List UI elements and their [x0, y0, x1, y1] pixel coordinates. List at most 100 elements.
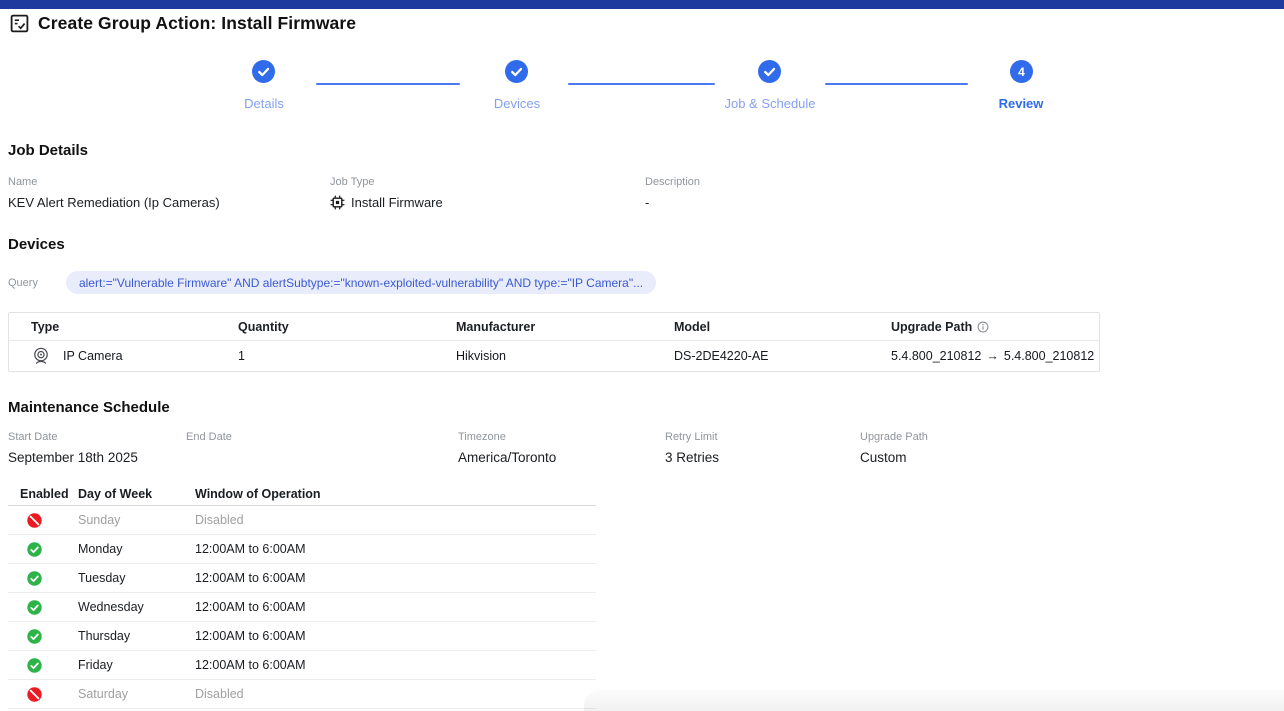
field-label: Name: [8, 176, 38, 188]
day-label: Saturday: [78, 687, 129, 701]
field-label: Description: [645, 176, 701, 188]
field-label: Retry Limit: [665, 431, 718, 443]
upgrade-to: 5.4.800_210812: [1003, 349, 1095, 363]
day-label: Wednesday: [78, 600, 144, 614]
upgrade-from: 5.4.800_210812: [891, 349, 982, 363]
page-title: Create Group Action: Install Firmware: [38, 13, 357, 33]
field-value: September 18th 2025: [8, 450, 138, 465]
col-upgrade-path: Upgrade Path: [891, 320, 1091, 334]
week-row-thursday: Thursday 12:00AM to 6:00AM: [8, 622, 596, 651]
webcam-icon: [31, 346, 51, 366]
col-enabled: Enabled: [20, 486, 69, 501]
week-schedule-table: Enabled Day of Week Window of Operation …: [8, 482, 596, 709]
enabled-check-icon: [27, 541, 42, 557]
field-label: Start Date: [8, 431, 58, 443]
col-type: Type: [31, 319, 60, 334]
day-label: Monday: [78, 542, 123, 556]
field-timezone: Timezone America/Toronto: [458, 431, 665, 465]
field-upgrade-path: Upgrade Path Custom: [860, 431, 928, 465]
step-label-devices[interactable]: Devices: [493, 96, 541, 111]
background-edge: [584, 690, 1284, 711]
day-label: Thursday: [78, 629, 131, 643]
day-label: Tuesday: [78, 571, 126, 585]
field-label: End Date: [186, 431, 232, 443]
field-job-type: Job Type Install Firmware: [330, 176, 645, 210]
query-label: Query: [8, 276, 38, 289]
check-icon: [258, 67, 270, 77]
day-label: Friday: [78, 658, 113, 672]
field-value: KEV Alert Remediation (Ip Cameras): [8, 195, 220, 210]
field-label: Upgrade Path: [860, 431, 928, 443]
step-label-details[interactable]: Details: [244, 96, 284, 111]
maintenance-fields: Start Date September 18th 2025 End Date …: [8, 431, 928, 465]
cell-manufacturer: Hikvision: [456, 349, 507, 363]
col-manufacturer: Manufacturer: [456, 319, 536, 334]
field-name: Name KEV Alert Remediation (Ip Cameras): [8, 176, 330, 210]
field-value: -: [645, 195, 650, 210]
check-icon: [511, 67, 523, 77]
window-label: 12:00AM to 6:00AM: [195, 629, 306, 643]
window-label: 12:00AM to 6:00AM: [195, 600, 306, 614]
cell-upgrade-path: 5.4.800_210812 → 5.4.800_210812: [891, 349, 1095, 363]
devices-table-header: Type Quantity Manufacturer Model Upgrade…: [9, 313, 1099, 341]
enabled-check-icon: [27, 599, 42, 615]
disabled-icon: [27, 686, 42, 702]
col-day-of-week: Day of Week: [78, 486, 153, 501]
cell-type: IP Camera: [9, 346, 238, 366]
window-label: 12:00AM to 6:00AM: [195, 542, 306, 556]
step-number: 4: [1018, 64, 1025, 79]
week-row-friday: Friday 12:00AM to 6:00AM: [8, 651, 596, 680]
stepper-connector: [316, 83, 460, 85]
enabled-check-icon: [27, 657, 42, 673]
enabled-check-icon: [27, 570, 42, 586]
info-icon[interactable]: [977, 321, 989, 333]
device-query-chip[interactable]: alert:="Vulnerable Firmware" AND alertSu…: [65, 271, 657, 294]
step-job-schedule-indicator[interactable]: [758, 60, 781, 83]
cell-quantity: 1: [238, 349, 245, 363]
field-label: Timezone: [458, 431, 506, 443]
field-retry-limit: Retry Limit 3 Retries: [665, 431, 860, 465]
check-icon: [764, 67, 776, 77]
field-value: 3 Retries: [665, 450, 720, 465]
stepper-connector: [568, 83, 715, 85]
week-row-monday: Monday 12:00AM to 6:00AM: [8, 535, 596, 564]
window-label: 12:00AM to 6:00AM: [195, 571, 306, 585]
step-devices-indicator[interactable]: [505, 60, 528, 83]
top-accent-bar: [0, 0, 1284, 9]
step-label-job-schedule[interactable]: Job & Schedule: [724, 96, 816, 111]
maintenance-schedule-heading: Maintenance Schedule: [8, 399, 170, 416]
job-type-value: Install Firmware: [351, 195, 443, 210]
week-row-tuesday: Tuesday 12:00AM to 6:00AM: [8, 564, 596, 593]
devices-table: Type Quantity Manufacturer Model Upgrade…: [8, 312, 1100, 372]
window-label: 12:00AM to 6:00AM: [195, 658, 306, 672]
wizard-stepper: 4 Details Devices Job & Schedule Review: [0, 58, 1284, 118]
col-upgrade-path-label: Upgrade Path: [891, 319, 973, 334]
window-label: Disabled: [195, 687, 244, 701]
job-details-heading: Job Details: [8, 142, 89, 159]
field-start-date: Start Date September 18th 2025: [8, 431, 186, 465]
week-row-sunday: Sunday Disabled: [8, 506, 596, 535]
enabled-check-icon: [27, 628, 42, 644]
device-table-row: IP Camera 1 Hikvision DS-2DE4220-AE 5.4.…: [9, 341, 1099, 371]
cell-type-label: IP Camera: [63, 349, 123, 363]
step-review-indicator[interactable]: 4: [1010, 60, 1033, 83]
step-details-indicator[interactable]: [252, 60, 275, 83]
page-header: Create Group Action: Install Firmware: [10, 13, 356, 34]
col-quantity: Quantity: [238, 319, 289, 334]
disabled-icon: [27, 512, 42, 528]
stepper-connector: [825, 83, 968, 85]
chip-icon: [330, 195, 345, 210]
field-label: Job Type: [330, 176, 375, 188]
week-row-saturday: Saturday Disabled: [8, 680, 596, 709]
query-row: Query alert:="Vulnerable Firmware" AND a…: [8, 271, 657, 294]
step-label-review[interactable]: Review: [998, 96, 1044, 111]
field-value: America/Toronto: [458, 450, 557, 465]
arrow-right-icon: →: [986, 349, 999, 363]
col-model: Model: [674, 319, 711, 334]
cell-model: DS-2DE4220-AE: [674, 349, 769, 363]
job-details-fields: Name KEV Alert Remediation (Ip Cameras) …: [8, 176, 700, 210]
col-window-of-operation: Window of Operation: [195, 486, 321, 501]
field-description: Description -: [645, 176, 700, 210]
window-label: Disabled: [195, 513, 244, 527]
field-value: Custom: [860, 450, 907, 465]
